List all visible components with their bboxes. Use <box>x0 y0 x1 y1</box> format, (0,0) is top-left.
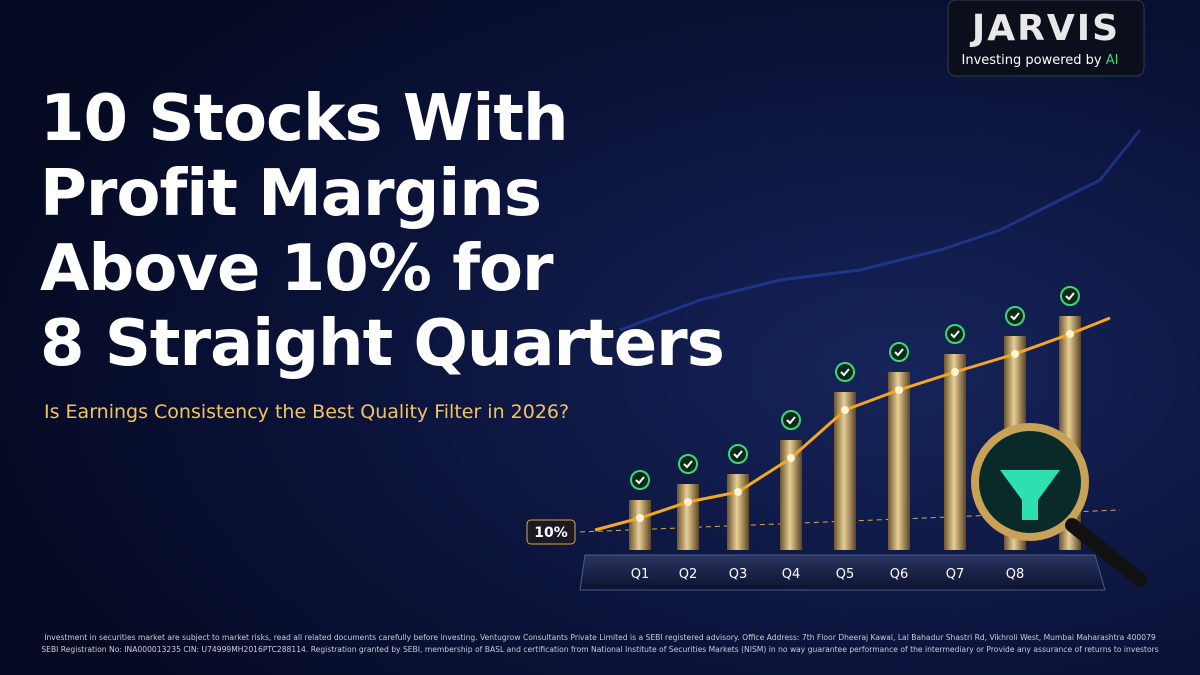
headline-line: 8 Straight Quarters <box>40 307 724 381</box>
trend-point <box>684 498 692 506</box>
check-badge <box>728 444 748 464</box>
check-badge <box>781 410 801 430</box>
quarter-label: Q6 <box>890 567 909 582</box>
quarter-label: Q8 <box>1006 567 1025 582</box>
bar <box>780 440 802 550</box>
check-badge <box>1005 306 1025 326</box>
trend-point <box>1066 330 1074 338</box>
quarter-label: Q2 <box>679 567 698 582</box>
threshold-label: 10% <box>534 525 568 541</box>
check-badge <box>889 342 909 362</box>
platform <box>579 554 1106 591</box>
trend-point <box>1011 350 1019 358</box>
bar <box>834 392 856 550</box>
logo-box <box>947 0 1145 77</box>
trend-point <box>951 368 959 376</box>
check <box>786 416 796 425</box>
trend-point <box>787 454 795 462</box>
logo-tagline: Investing powered by AI <box>962 53 1119 68</box>
check <box>733 450 743 459</box>
check-badge <box>630 470 650 490</box>
check <box>840 368 850 377</box>
quarter-label: Q3 <box>729 567 748 582</box>
check <box>894 348 904 357</box>
quarter-label: Q5 <box>836 567 855 582</box>
subtitle: Is Earnings Consistency the Best Quality… <box>44 401 569 423</box>
tagline: Investing powered by <box>962 53 1102 68</box>
disclaimer: SEBI Registration No: INA000013235 CIN: … <box>41 645 1158 654</box>
check-badge <box>945 324 965 344</box>
quarter-label: Q7 <box>946 567 965 582</box>
funnel <box>1000 470 1060 520</box>
headline-line: 10 Stocks With <box>40 82 568 156</box>
trend-point <box>895 386 903 394</box>
check <box>1065 292 1075 301</box>
check <box>950 330 960 339</box>
check <box>635 476 645 485</box>
check <box>683 460 693 469</box>
bar <box>629 500 651 550</box>
check-badge <box>1060 286 1080 306</box>
headline-line: Profit Margins <box>40 157 541 231</box>
trend-point <box>636 514 644 522</box>
magnifier-handle <box>1065 518 1147 587</box>
check-badge <box>678 454 698 474</box>
quarter-label: Q1 <box>631 567 650 582</box>
background-trend <box>619 129 1142 332</box>
bar <box>888 372 910 550</box>
quarter-label: Q4 <box>782 567 801 582</box>
bar <box>944 354 966 550</box>
logo: JARVIS <box>969 8 1120 49</box>
threshold-box <box>526 519 576 545</box>
bar <box>677 484 699 550</box>
trend-point <box>734 488 742 496</box>
check-badge <box>835 362 855 382</box>
tagline-highlight: AI <box>1106 53 1119 68</box>
disclaimer: Investment in securities market are subj… <box>44 633 1156 642</box>
headline-line: Above 10% for <box>40 232 554 306</box>
trend-point <box>841 406 849 414</box>
check <box>1010 312 1020 321</box>
